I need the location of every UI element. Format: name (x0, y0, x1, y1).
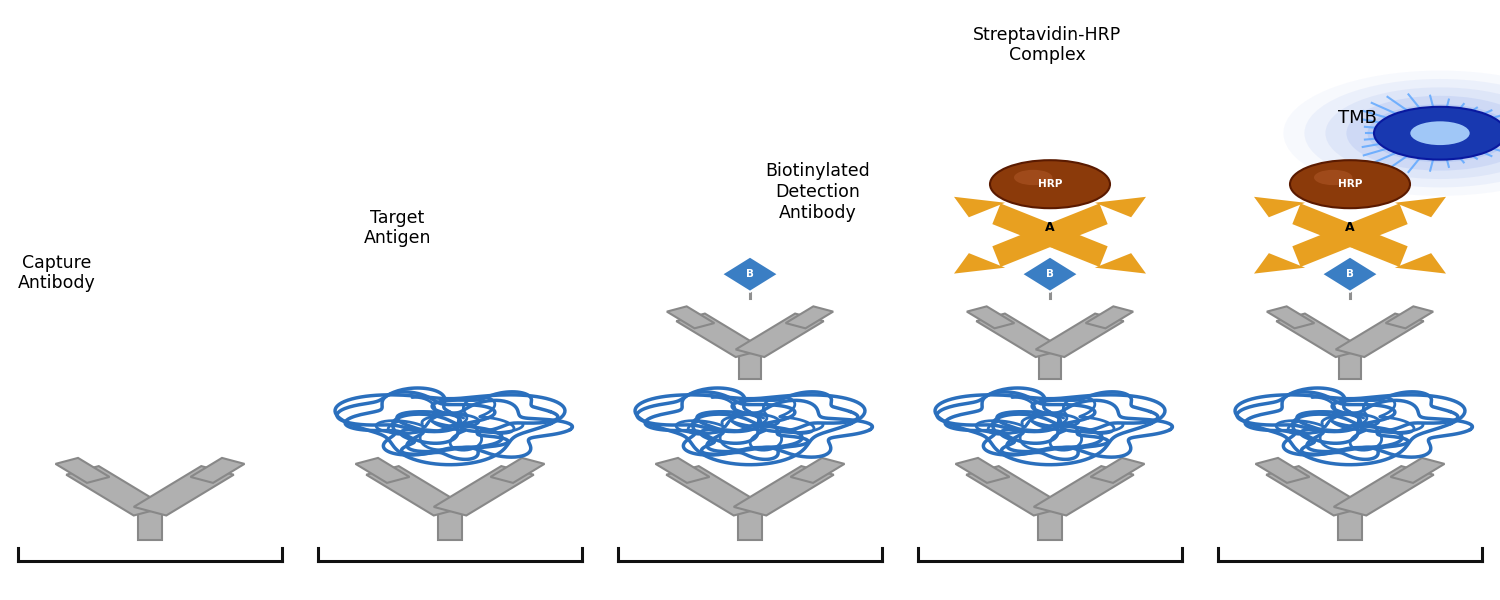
Polygon shape (1268, 307, 1314, 328)
Polygon shape (954, 253, 1005, 274)
Bar (1340, 353, 1360, 379)
Polygon shape (1395, 197, 1446, 217)
Polygon shape (190, 458, 244, 483)
Bar (1038, 511, 1062, 540)
Polygon shape (722, 257, 778, 292)
Bar (740, 353, 760, 379)
Polygon shape (356, 458, 410, 483)
Polygon shape (734, 466, 834, 515)
Circle shape (1374, 107, 1500, 160)
Polygon shape (1095, 197, 1146, 217)
Polygon shape (1254, 197, 1305, 217)
Polygon shape (1254, 253, 1305, 274)
Polygon shape (1090, 458, 1144, 483)
Polygon shape (56, 458, 110, 483)
Text: HRP: HRP (1038, 179, 1062, 189)
Polygon shape (1034, 466, 1134, 515)
Circle shape (1014, 170, 1053, 185)
Circle shape (1290, 160, 1410, 208)
Polygon shape (956, 458, 1010, 483)
Bar (138, 511, 162, 540)
Polygon shape (1035, 314, 1124, 357)
Polygon shape (1266, 466, 1366, 515)
Text: B: B (1047, 248, 1053, 259)
Polygon shape (1334, 466, 1434, 515)
Text: TMB: TMB (1338, 109, 1377, 127)
Circle shape (1410, 121, 1470, 145)
Polygon shape (976, 314, 1065, 357)
Circle shape (1347, 96, 1500, 170)
Circle shape (1305, 79, 1500, 187)
Polygon shape (1390, 458, 1444, 483)
Polygon shape (1086, 307, 1132, 328)
Text: Capture
Antibody: Capture Antibody (18, 254, 96, 292)
Circle shape (990, 160, 1110, 208)
Text: HRP: HRP (1338, 179, 1362, 189)
Bar (1040, 353, 1060, 379)
Bar (738, 511, 762, 540)
Bar (438, 511, 462, 540)
Text: B: B (746, 269, 754, 279)
Text: B: B (1346, 269, 1354, 279)
Polygon shape (490, 458, 544, 483)
Polygon shape (134, 466, 234, 515)
Polygon shape (1386, 307, 1432, 328)
Text: B: B (1046, 269, 1054, 279)
Text: Biotinylated
Detection
Antibody: Biotinylated Detection Antibody (765, 162, 870, 222)
Text: A: A (1046, 221, 1054, 234)
Polygon shape (668, 307, 714, 328)
Polygon shape (676, 314, 765, 357)
Polygon shape (433, 466, 534, 515)
Polygon shape (968, 307, 1014, 328)
Polygon shape (1335, 314, 1424, 357)
Polygon shape (1395, 253, 1446, 274)
Polygon shape (1256, 458, 1310, 483)
Polygon shape (1322, 257, 1378, 292)
Polygon shape (790, 458, 844, 483)
Polygon shape (954, 197, 1005, 217)
Text: B: B (1347, 248, 1353, 259)
Text: Streptavidin-HRP
Complex: Streptavidin-HRP Complex (974, 26, 1120, 64)
Circle shape (1314, 170, 1353, 185)
Bar (1338, 511, 1362, 540)
Text: A: A (1346, 221, 1354, 234)
Text: Target
Antigen: Target Antigen (363, 209, 432, 247)
Circle shape (1368, 104, 1500, 162)
Polygon shape (656, 458, 710, 483)
Polygon shape (66, 466, 166, 515)
Polygon shape (666, 466, 766, 515)
Polygon shape (1022, 257, 1078, 292)
Polygon shape (1095, 253, 1146, 274)
Circle shape (1326, 88, 1500, 179)
Polygon shape (366, 466, 466, 515)
Polygon shape (735, 314, 824, 357)
Polygon shape (1276, 314, 1365, 357)
Polygon shape (966, 466, 1066, 515)
Polygon shape (786, 307, 832, 328)
